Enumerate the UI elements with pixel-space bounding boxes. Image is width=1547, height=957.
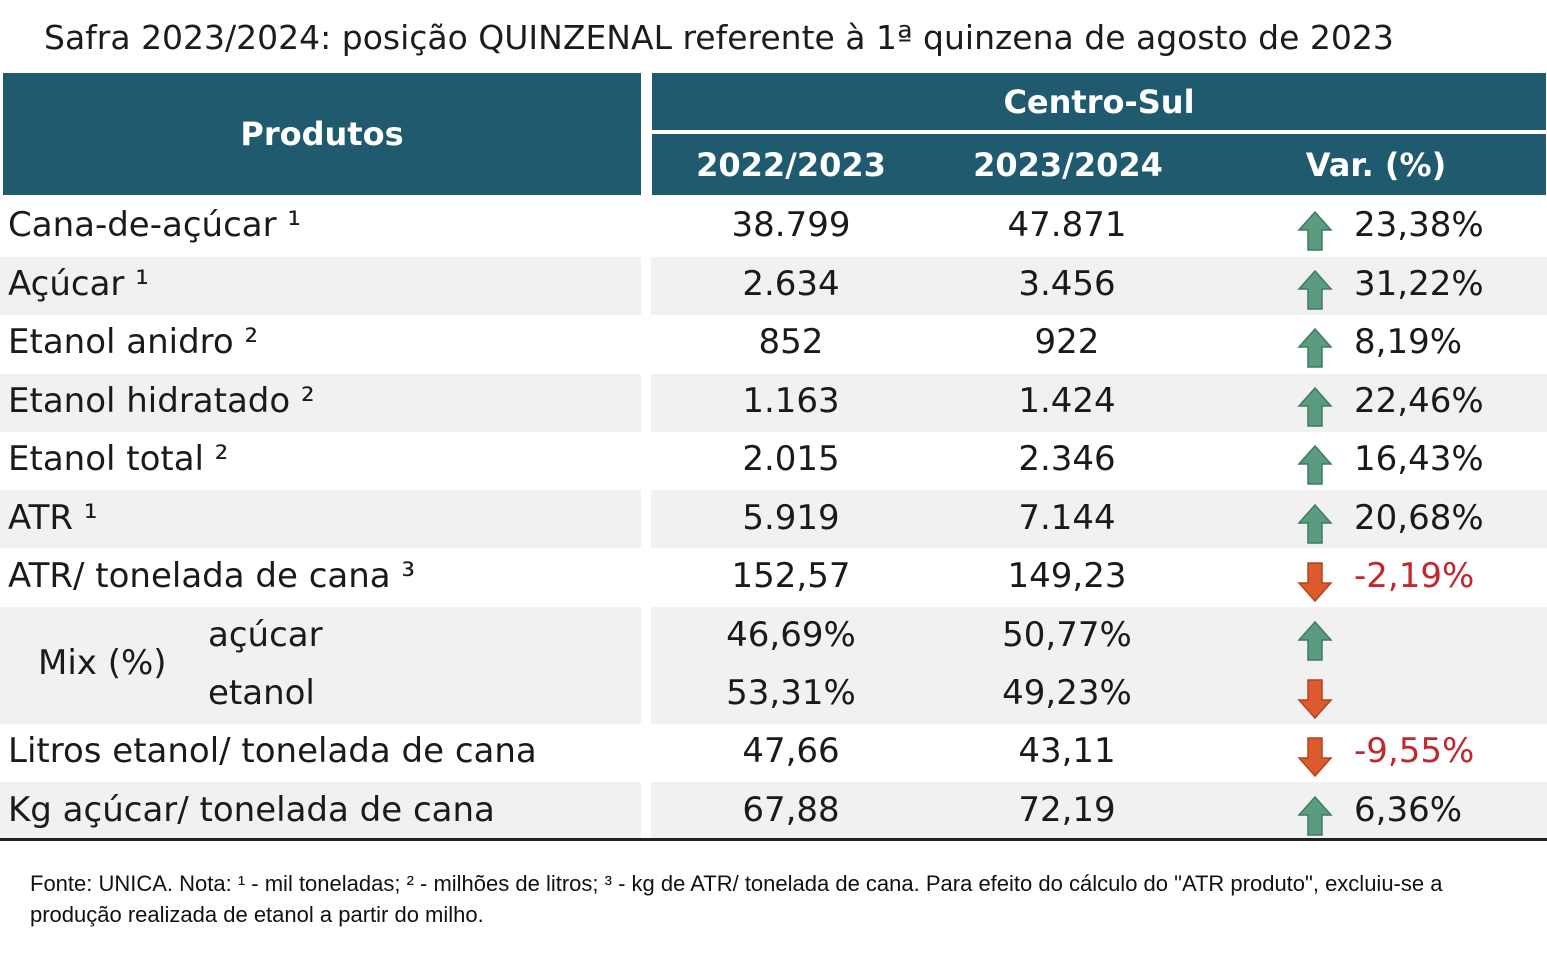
- row-value-2023: 922: [1034, 322, 1100, 362]
- row-value-2022: 1.163: [742, 381, 840, 421]
- row-shade: [0, 257, 1547, 315]
- arrow-up-icon: [1297, 444, 1333, 486]
- row-label: Etanol hidratado ²: [8, 381, 315, 421]
- arrow-up-icon: [1297, 327, 1333, 369]
- arrow-down-icon: [1297, 678, 1333, 720]
- header-region: Centro-Sul: [652, 73, 1546, 130]
- row-label: Etanol total ²: [8, 439, 229, 479]
- mix-label: Mix (%): [38, 643, 167, 683]
- mix-etanol-2022: 53,31%: [726, 673, 856, 713]
- header-produtos: Produtos: [3, 73, 641, 195]
- row-label: ATR ¹: [8, 498, 98, 538]
- row-variation: 22,46%: [1354, 381, 1484, 421]
- row-value-2022: 5.919: [742, 498, 840, 538]
- row-value-2023: 149,23: [1007, 556, 1127, 596]
- row-value-2023: 7.144: [1018, 498, 1116, 538]
- header-col-2023: 2023/2024: [930, 134, 1206, 195]
- header-divider: [652, 130, 1546, 134]
- row-label: Etanol anidro ²: [8, 322, 259, 362]
- source-note: Fonte: UNICA. Nota: ¹ - mil toneladas; ²…: [30, 871, 1443, 927]
- row-value-2022: 152,57: [731, 556, 851, 596]
- row-shade: [0, 607, 1547, 724]
- arrow-down-icon: [1297, 736, 1333, 778]
- row-label: Açúcar ¹: [8, 264, 149, 304]
- arrow-up-icon: [1297, 269, 1333, 311]
- row-label: ATR/ tonelada de cana ³: [8, 556, 416, 596]
- arrow-up-icon: [1297, 503, 1333, 545]
- arrow-up-icon: [1297, 210, 1333, 252]
- table-bottom-rule: [0, 838, 1547, 841]
- header-col-var: Var. (%): [1206, 134, 1546, 195]
- row-shade: [0, 782, 1547, 838]
- row-variation: -9,55%: [1354, 731, 1475, 771]
- row-value-2023: 43,11: [1018, 731, 1116, 771]
- row-value-2023: 2.346: [1018, 439, 1116, 479]
- row-value-2022: 47,66: [742, 731, 840, 771]
- row-label: Litros etanol/ tonelada de cana: [8, 731, 537, 771]
- row-value-2022: 2.015: [742, 439, 840, 479]
- row-shade: [0, 490, 1547, 548]
- row-value-2022: 67,88: [742, 790, 840, 830]
- header-col-2022: 2022/2023: [652, 134, 930, 195]
- row-variation: 31,22%: [1354, 264, 1484, 304]
- page-title: Safra 2023/2024: posição QUINZENAL refer…: [44, 18, 1394, 57]
- mix-etanol-label: etanol: [208, 673, 315, 713]
- row-variation: 20,68%: [1354, 498, 1484, 538]
- mix-etanol-2023: 49,23%: [1002, 673, 1132, 713]
- mix-acucar-2022: 46,69%: [726, 615, 856, 655]
- row-value-2023: 1.424: [1018, 381, 1116, 421]
- mix-acucar-label: açúcar: [208, 615, 323, 655]
- row-value-2023: 47.871: [1007, 205, 1127, 245]
- arrow-up-icon: [1297, 795, 1333, 837]
- arrow-up-icon: [1297, 620, 1333, 662]
- arrow-up-icon: [1297, 386, 1333, 428]
- arrow-down-icon: [1297, 561, 1333, 603]
- row-variation: 23,38%: [1354, 205, 1484, 245]
- row-label: Kg açúcar/ tonelada de cana: [8, 790, 495, 830]
- row-value-2022: 852: [758, 322, 824, 362]
- row-variation: 8,19%: [1354, 322, 1463, 362]
- row-value-2023: 3.456: [1018, 264, 1116, 304]
- row-variation: 6,36%: [1354, 790, 1463, 830]
- row-variation: 16,43%: [1354, 439, 1484, 479]
- row-value-2022: 38.799: [731, 205, 851, 245]
- row-label: Cana-de-açúcar ¹: [8, 205, 302, 245]
- row-value-2022: 2.634: [742, 264, 840, 304]
- mix-acucar-2023: 50,77%: [1002, 615, 1132, 655]
- row-variation: -2,19%: [1354, 556, 1475, 596]
- row-shade: [0, 374, 1547, 432]
- row-value-2023: 72,19: [1018, 790, 1116, 830]
